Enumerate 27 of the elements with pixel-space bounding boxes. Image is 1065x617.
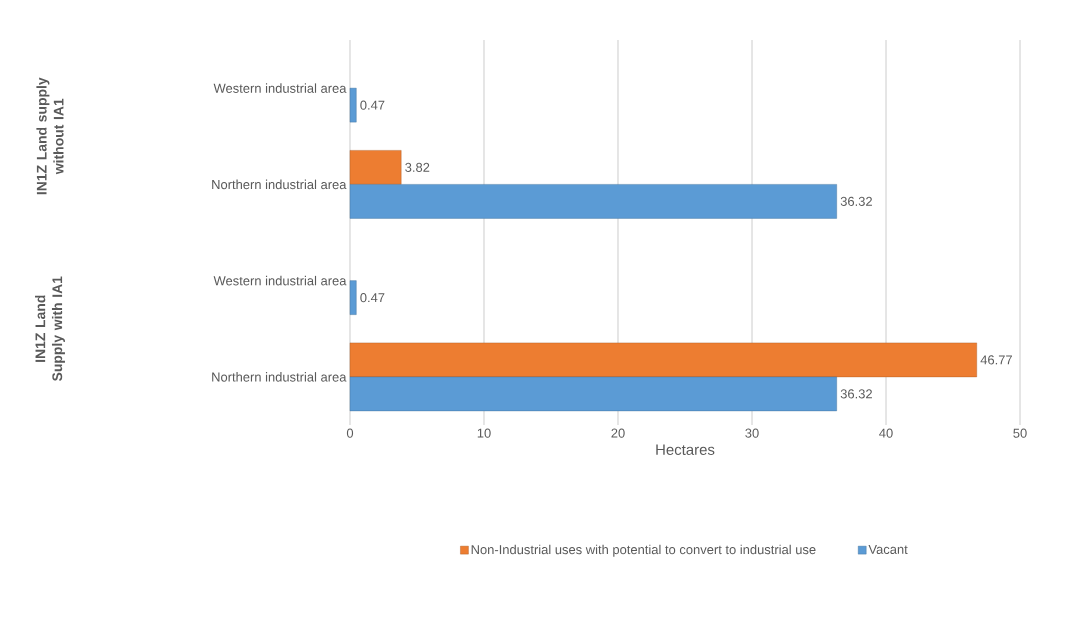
y-tick-label: Western industrial area: [213, 83, 347, 93]
bar: [349, 150, 402, 185]
data-label: 46.77: [980, 355, 1012, 365]
x-tick-label: 20: [611, 428, 625, 438]
legend-label: Non-Industrial uses with potential to convert to industrial use: [471, 544, 816, 557]
legend-label: Vacant: [868, 544, 908, 554]
x-tick-label: 10: [477, 428, 491, 438]
text: IN1Z Land supply without IA1: [36, 77, 64, 195]
y-tick-label: Northern industrial area: [212, 179, 347, 190]
bar: [349, 184, 837, 219]
y-tick-label: Western industrial area: [213, 275, 347, 286]
text: IN1Z Land Supply with IA1: [35, 276, 65, 382]
bar: [349, 87, 357, 123]
y-tick-label: Northern industrial area: [212, 372, 347, 382]
data-label: 0.47: [360, 293, 385, 303]
data-label: 0.47: [360, 100, 385, 110]
bar: [349, 280, 357, 315]
bar: [349, 342, 977, 378]
bar: [349, 376, 837, 412]
data-label: 36.32: [840, 196, 872, 206]
x-tick-label: 30: [745, 428, 759, 438]
x-tick-label: 40: [879, 428, 893, 438]
data-label: 36.32: [840, 389, 872, 399]
x-tick-label: 50: [1013, 428, 1027, 438]
x-axis-title: Hectares: [656, 444, 715, 455]
x-tick-label: 0: [346, 428, 354, 438]
data-label: 3.82: [405, 162, 430, 172]
